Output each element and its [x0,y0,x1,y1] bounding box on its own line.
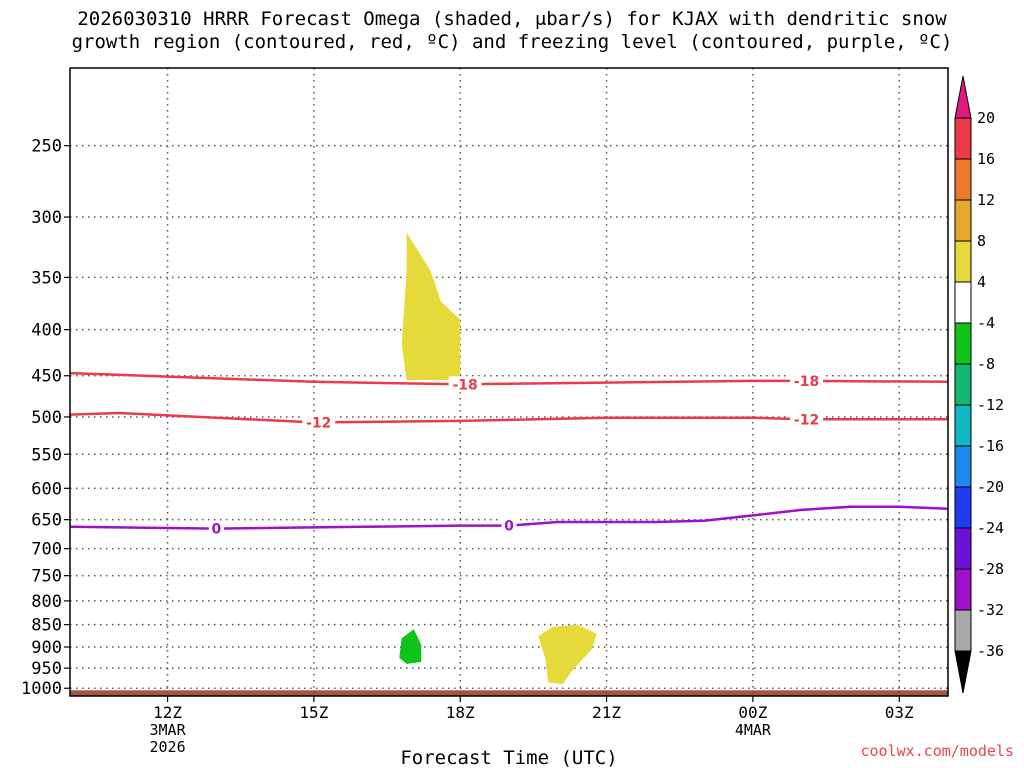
colorbar-label-8: -16 [977,437,1004,455]
y-tick-label-1000: 1000 [21,679,62,699]
x-tick-label-12Z: 12Z [153,703,182,722]
y-tick-label-900: 900 [31,638,62,658]
colorbar-label-0: 20 [977,109,995,127]
colorbar-label-13: -36 [977,642,1004,660]
y-tick-label-750: 750 [31,567,62,587]
contour-label-bg--18-0 [448,376,482,393]
contour-freezing-0 [69,505,949,530]
colorbar-label-12: -32 [977,601,1004,619]
contour-label-0-0: 0 [211,522,221,538]
axes: 2503003504004505005506006507007508008509… [21,67,949,768]
contour-label--18-0: -18 [452,377,477,393]
colorbar-box-9 [954,486,972,529]
colorbar-label-5: -4 [977,314,995,332]
colorbar-box-2 [954,199,972,242]
colorbar-box-1 [954,158,972,201]
y-tick-label-250: 250 [31,137,62,157]
title-line-1: 2026030310 HRRR Forecast Omega (shaded, … [77,8,947,30]
x-tick-label-15Z: 15Z [299,703,328,722]
colorbar-label-2: 12 [977,191,995,209]
y-tick-label-600: 600 [31,479,62,499]
y-tick-label-850: 850 [31,616,62,636]
x-tick-sublabel-12Z: 3MAR [149,721,186,739]
omega-region-low-green [399,629,422,664]
colorbar-label-7: -12 [977,396,1004,414]
y-tick-label-350: 350 [31,268,62,288]
omega-region-upper-yellow [401,232,461,380]
colorbar-box-10 [954,527,972,570]
contour-label--12-0: -12 [306,415,331,431]
contour-label-bg-0-0 [208,520,224,537]
y-tick-label-700: 700 [31,540,62,560]
colorbar-label-4: 4 [977,273,986,291]
colorbar-box-12 [954,609,972,652]
x-tick-label-18Z: 18Z [446,703,475,722]
x-tick-sublabel-00Z: 4MAR [735,721,772,739]
contour-label--12-1: -12 [794,412,819,428]
y-tick-label-450: 450 [31,367,62,387]
chart-title: 2026030310 HRRR Forecast Omega (shaded, … [0,8,1024,54]
colorbar-box-4 [954,281,972,324]
y-tick-label-500: 500 [31,408,62,428]
x-tick-year-12Z: 2026 [149,738,185,756]
colorbar-box-7 [954,404,972,447]
colorbar-label-3: 8 [977,232,986,250]
x-tick-label-03Z: 03Z [885,703,914,722]
colorbar: 20 16 12 8 4 -4 -8 -12 -16 -20 -24 -28 -32 -36 [954,75,1004,694]
colorbar-box-0 [954,117,972,160]
plot-frame [69,67,949,697]
title-line-2: growth region (contoured, red, ºC) and f… [71,31,953,53]
colorbar-box-5 [954,322,972,365]
colorbar-bottom-arrow [954,650,972,694]
contour-dendritic--12 [69,411,948,424]
y-tick-label-400: 400 [31,321,62,341]
x-tick-label-21Z: 21Z [592,703,621,722]
site-credit: coolwx.com/models [860,742,1014,760]
colorbar-label-9: -20 [977,478,1004,496]
y-tick-label-950: 950 [31,659,62,679]
y-tick-label-800: 800 [31,592,62,612]
contour-label-bg--18-1 [790,372,824,389]
colorbar-top-arrow [954,75,972,119]
colorbar-label-10: -24 [977,519,1004,537]
omega-region-low-yellow [538,624,597,685]
colorbar-box-6 [954,363,972,406]
x-axis-label: Forecast Time (UTC) [400,747,617,768]
colorbar-label-1: 16 [977,150,995,168]
y-tick-label-550: 550 [31,445,62,465]
contour-label-bg-0-1 [501,517,517,534]
x-tick-label-00Z: 00Z [738,703,767,722]
contour-label-bg--12-0 [302,414,336,431]
y-tick-label-650: 650 [31,511,62,531]
contours: -18 -18 -12 -12 0 0 [69,371,949,538]
colorbar-label-6: -8 [977,355,995,373]
omega-regions [399,232,597,685]
colorbar-box-3 [954,240,972,283]
contour-label--18-1: -18 [794,374,819,390]
surface-bar [70,690,948,696]
colorbar-label-11: -28 [977,560,1004,578]
colorbar-box-8 [954,445,972,488]
colorbar-box-11 [954,568,972,611]
y-tick-label-300: 300 [31,208,62,228]
contour-label-bg--12-1 [790,411,824,428]
contour-label-0-1: 0 [504,519,514,535]
